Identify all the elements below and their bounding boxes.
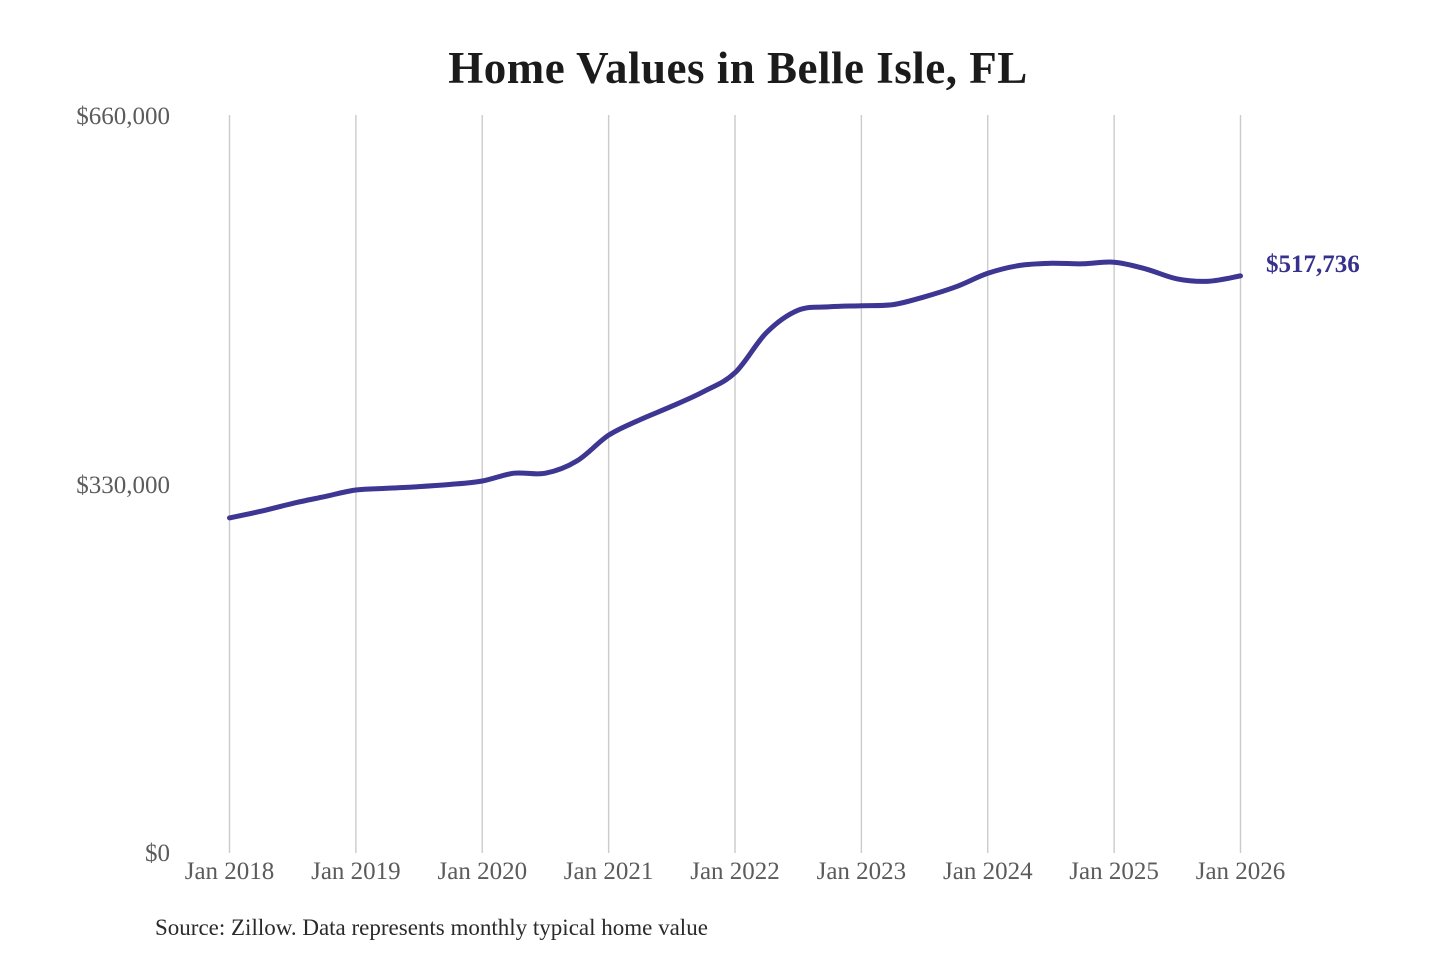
x-axis-label-jan-2025: Jan 2025 (1069, 858, 1159, 885)
source-note: Source: Zillow. Data represents monthly … (155, 915, 708, 940)
y-axis-label-0: $0 (145, 840, 170, 867)
x-axis-label-jan-2020: Jan 2020 (437, 858, 528, 885)
chart-title: Home Values in Belle Isle, FL (448, 43, 1028, 93)
x-axis-label-jan-2022: Jan 2022 (690, 858, 780, 885)
x-axis-label-jan-2019: Jan 2019 (311, 858, 401, 885)
x-axis-label-jan-2018: Jan 2018 (184, 858, 275, 885)
x-axis-label-jan-2023: Jan 2023 (816, 858, 907, 885)
x-axis-label-jan-2026: Jan 2026 (1195, 858, 1286, 885)
home-value-line-series (227, 259, 1243, 521)
x-axis-label-jan-2021: Jan 2021 (563, 858, 654, 885)
x-axis-label-jan-2024: Jan 2024 (943, 858, 1033, 885)
current-value-label: $517,736 (1266, 250, 1360, 278)
y-axis-label-330000: $330,000 (76, 471, 170, 499)
y-axis-label-660000: $660,000 (76, 103, 170, 130)
